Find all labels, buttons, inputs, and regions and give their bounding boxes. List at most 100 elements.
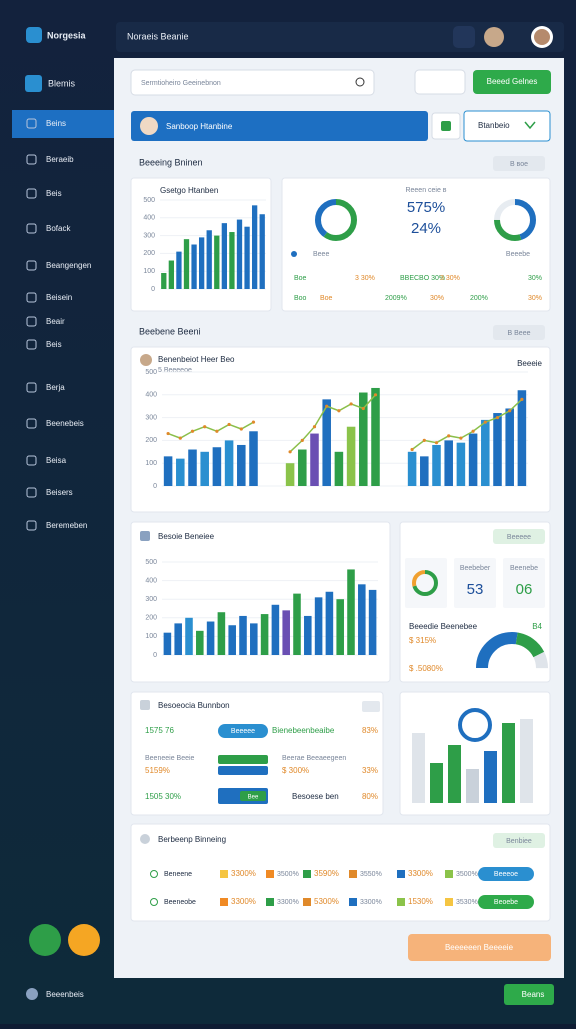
pill[interactable] xyxy=(493,156,545,171)
row-button-label: Beeeoe xyxy=(494,871,518,878)
row-button[interactable] xyxy=(478,895,534,909)
bar xyxy=(176,251,182,289)
cell-icon xyxy=(349,898,357,906)
menu-item[interactable]: Beair xyxy=(46,317,65,326)
line-point xyxy=(422,438,426,442)
pill[interactable] xyxy=(493,833,545,848)
line-point xyxy=(337,409,341,413)
action-button[interactable] xyxy=(29,924,61,956)
bar xyxy=(161,272,167,289)
row-button[interactable] xyxy=(478,867,534,881)
tile-label: Beebeber xyxy=(460,565,491,572)
bar xyxy=(298,449,307,486)
banner[interactable] xyxy=(131,111,428,141)
pill-label: Benbiee xyxy=(506,838,532,845)
line-point xyxy=(349,402,353,406)
y-tick-label: 0 xyxy=(153,652,157,659)
menu-item[interactable]: Beisein xyxy=(46,293,72,302)
footer-icon xyxy=(26,988,38,1000)
select[interactable] xyxy=(463,110,551,142)
card-label: Beeebe xyxy=(506,251,530,258)
cell: 5300% xyxy=(314,897,339,906)
line-point xyxy=(300,438,304,442)
pill[interactable] xyxy=(362,701,380,712)
donut-segment xyxy=(494,199,536,241)
card-label: B4 xyxy=(532,622,542,631)
pill[interactable] xyxy=(493,529,545,544)
donut-segment xyxy=(315,199,357,241)
bar xyxy=(239,615,247,655)
menu-item[interactable]: Beisa xyxy=(46,456,67,465)
cell: 3300% xyxy=(360,899,382,906)
cell-icon xyxy=(445,898,453,906)
menu-item[interactable]: Beins xyxy=(46,119,66,128)
cell-icon xyxy=(445,870,453,878)
y-tick-label: 400 xyxy=(145,392,157,399)
y-tick-label: 100 xyxy=(145,460,157,467)
stat: 30% xyxy=(528,275,542,282)
menu-item[interactable]: Beenebeis xyxy=(46,419,84,428)
bar xyxy=(206,230,212,289)
action-button[interactable] xyxy=(68,924,100,956)
cell-icon xyxy=(220,870,228,878)
line-point xyxy=(312,425,317,429)
bar xyxy=(520,719,533,803)
bar-chip xyxy=(218,755,268,764)
menu-item[interactable]: Beis xyxy=(46,189,62,198)
chip-label: Beeeee xyxy=(231,728,255,735)
menu-item[interactable]: Bofack xyxy=(46,224,71,233)
y-tick-label: 300 xyxy=(145,414,157,421)
card-title: Besoeocia Bunnbon xyxy=(158,701,230,710)
menu-icon xyxy=(26,339,37,350)
menu-item[interactable]: Beis xyxy=(46,340,62,349)
pill[interactable] xyxy=(493,325,545,340)
cell: 3530% xyxy=(456,899,478,906)
bar xyxy=(176,458,185,486)
menu-item[interactable]: Beangengen xyxy=(46,261,91,270)
line-point xyxy=(508,409,512,413)
menu-icon xyxy=(26,292,37,303)
bar xyxy=(517,390,527,486)
row-text: Besoese ben xyxy=(292,792,339,801)
avatar[interactable] xyxy=(484,27,504,47)
header-icon[interactable] xyxy=(453,26,475,48)
cta-button[interactable] xyxy=(408,934,551,961)
bar xyxy=(251,205,258,289)
chip[interactable] xyxy=(218,724,268,738)
bar xyxy=(484,751,497,803)
banner-avatar xyxy=(140,117,158,135)
section-title: Beebene Beeni xyxy=(139,326,201,336)
bar xyxy=(430,763,443,803)
menu-item[interactable]: Beremeben xyxy=(46,521,87,530)
bar xyxy=(249,431,258,486)
cell: 3300% xyxy=(408,869,433,878)
line-point xyxy=(434,441,439,445)
cell: 3500% xyxy=(277,871,299,878)
row-left: Beeneeie Beeie xyxy=(145,755,195,762)
line-point xyxy=(410,447,414,452)
logo: Norgesia xyxy=(47,30,87,40)
line-point xyxy=(459,436,463,440)
bar xyxy=(420,456,429,486)
menu-item[interactable]: Beisers xyxy=(46,488,73,497)
stat: 3 30% xyxy=(355,275,375,282)
cell-icon xyxy=(220,898,228,906)
bar xyxy=(221,223,228,289)
menu-item[interactable]: Beraeib xyxy=(46,155,74,164)
icon-buttons[interactable] xyxy=(414,69,466,95)
stat: $ 315% xyxy=(409,636,436,645)
sidebar-icon xyxy=(25,75,42,92)
menu-item[interactable]: Berja xyxy=(46,383,65,392)
stat: Boe xyxy=(320,295,333,302)
y-tick-label: 300 xyxy=(145,596,157,603)
card-title: Besoie Beneiee xyxy=(158,532,215,541)
line xyxy=(289,394,377,453)
search-box[interactable] xyxy=(130,69,375,96)
footer-button[interactable] xyxy=(504,984,554,1005)
active-item[interactable] xyxy=(12,110,114,138)
primary-button[interactable] xyxy=(473,70,551,94)
bar-chip xyxy=(218,766,268,775)
cell-icon xyxy=(303,898,311,906)
